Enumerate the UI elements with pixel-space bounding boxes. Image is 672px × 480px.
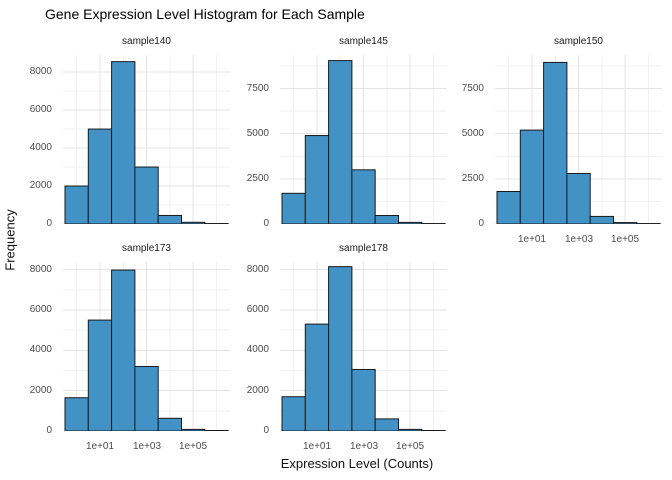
histogram-bar: [589, 215, 614, 224]
histogram-bar: [281, 192, 306, 224]
histogram-bar: [398, 221, 423, 224]
y-tick-label: 2000: [246, 385, 269, 396]
x-tick-label: 1e+01: [517, 234, 547, 245]
strip-label: sample150: [554, 36, 603, 47]
histogram-bar: [281, 396, 306, 431]
x-tick-label: 1e+03: [132, 441, 162, 452]
histogram-bar: [304, 135, 330, 224]
histogram-bar: [64, 397, 89, 431]
y-tick-label: 0: [263, 218, 269, 229]
y-tick-label: 5000: [461, 128, 484, 139]
y-tick-label: 7500: [461, 83, 484, 94]
y-tick-label: 2500: [246, 173, 269, 184]
y-tick-label: 8000: [29, 264, 52, 275]
facet-panel-sample150: [495, 55, 662, 224]
histogram-bar: [613, 222, 638, 224]
y-tick-label: 7500: [246, 83, 269, 94]
histogram-bar: [398, 428, 423, 431]
y-tick-label: 8000: [29, 66, 52, 77]
histogram-bar: [374, 418, 399, 431]
strip-label: sample145: [339, 36, 388, 47]
facet-panel-sample140: [63, 55, 230, 224]
histogram-bar: [496, 191, 521, 224]
y-tick-label: 0: [478, 218, 484, 229]
strip-label: sample178: [339, 243, 388, 254]
histogram-bar: [421, 430, 446, 431]
x-tick-label: 1e+01: [302, 441, 332, 452]
histogram-bar: [134, 166, 159, 224]
y-tick-label: 4000: [29, 142, 52, 153]
x-axis-title: Expression Level (Counts): [280, 456, 434, 471]
y-tick-label: 2000: [29, 180, 52, 191]
y-tick-label: 6000: [246, 304, 269, 315]
histogram-bar: [351, 169, 376, 224]
y-tick-label: 2500: [461, 173, 484, 184]
histogram-bar: [519, 129, 545, 224]
y-tick-label: 0: [263, 425, 269, 436]
y-tick-label: 5000: [246, 128, 269, 139]
histogram-bar: [111, 269, 136, 431]
histogram-bar: [204, 430, 229, 431]
histogram-bar: [374, 215, 399, 224]
histogram-bar: [351, 368, 376, 431]
y-tick-label: 8000: [246, 264, 269, 275]
y-tick-label: 4000: [246, 344, 269, 355]
histogram-bar: [328, 60, 353, 224]
strip-label: sample140: [122, 36, 171, 47]
chart-title: Gene Expression Level Histogram for Each…: [45, 6, 365, 22]
histogram-bar: [64, 185, 89, 224]
histogram-bar: [157, 417, 182, 431]
y-tick-label: 6000: [29, 304, 52, 315]
x-tick-label: 1e+05: [178, 441, 208, 452]
facet-panel-sample173: [63, 262, 230, 431]
strip-label: sample173: [122, 243, 171, 254]
y-tick-label: 0: [46, 218, 52, 229]
histogram-bar: [304, 323, 330, 431]
facet-panel-sample178: [280, 262, 447, 431]
histogram-bar: [87, 128, 113, 224]
x-tick-label: 1e+03: [564, 234, 594, 245]
facet-panel-sample145: [280, 55, 447, 224]
histogram-bar: [111, 61, 136, 224]
histogram-bar: [157, 214, 182, 224]
histogram-bar: [87, 319, 113, 431]
histogram-bar: [181, 221, 206, 224]
x-tick-label: 1e+05: [610, 234, 640, 245]
y-tick-label: 4000: [29, 344, 52, 355]
histogram-bar: [328, 266, 353, 431]
histogram-bar: [543, 61, 568, 224]
histogram-bar: [566, 172, 591, 224]
y-tick-label: 2000: [29, 385, 52, 396]
x-tick-label: 1e+01: [85, 441, 115, 452]
histogram-bar: [134, 365, 159, 431]
y-tick-label: 6000: [29, 104, 52, 115]
x-tick-label: 1e+03: [349, 441, 379, 452]
histogram-bar: [181, 428, 206, 431]
x-tick-label: 1e+05: [395, 441, 425, 452]
y-tick-label: 0: [46, 425, 52, 436]
